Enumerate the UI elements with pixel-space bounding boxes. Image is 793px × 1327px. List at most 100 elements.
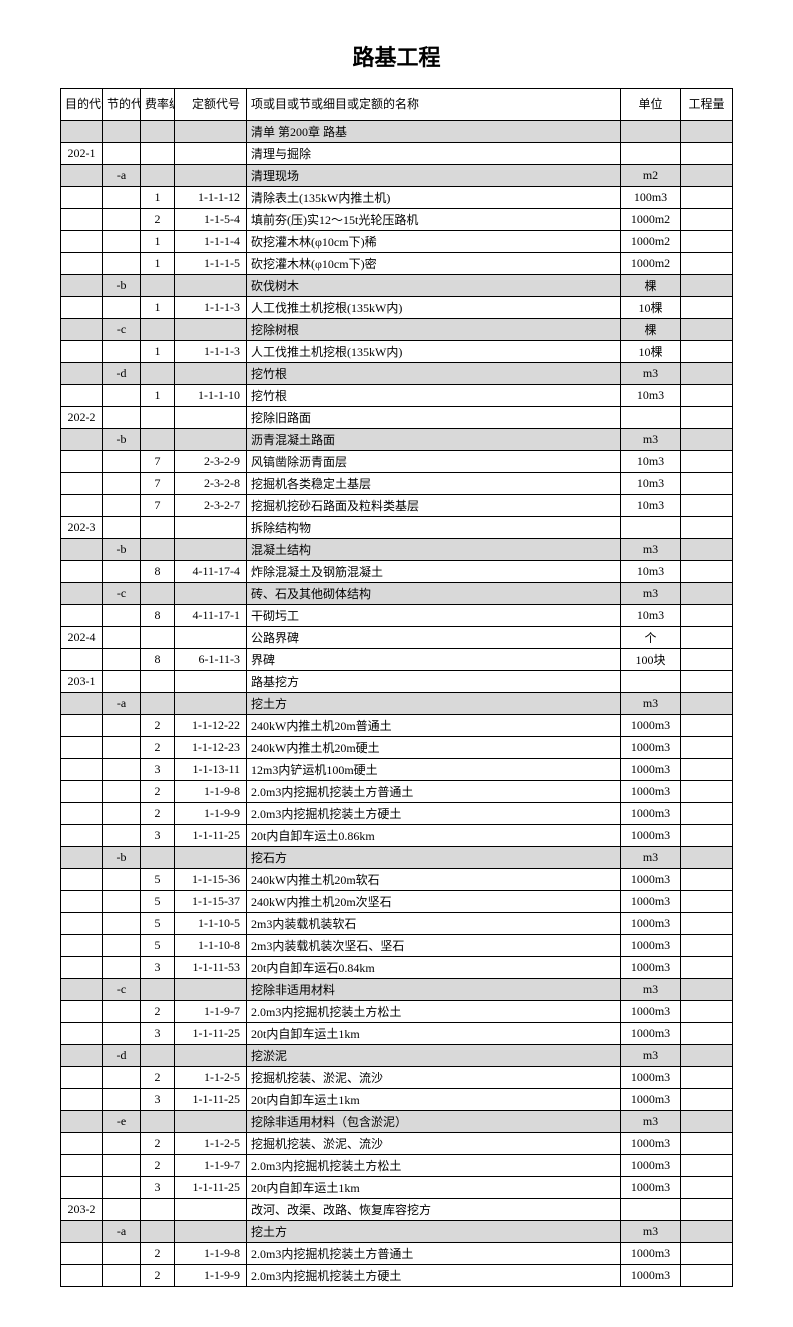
cell-unit: m3	[621, 693, 681, 715]
table-row: 11-1-1-12清除表土(135kW内推土机)100m3	[61, 187, 733, 209]
cell-mu: 202-2	[61, 407, 103, 429]
cell-ding	[175, 143, 247, 165]
cell-jie	[103, 781, 141, 803]
cell-mu	[61, 693, 103, 715]
cell-jie: -c	[103, 979, 141, 1001]
cell-mu	[61, 209, 103, 231]
cell-name: 界碑	[247, 649, 621, 671]
cell-jie	[103, 1023, 141, 1045]
cell-fei: 1	[141, 385, 175, 407]
cell-ding	[175, 1199, 247, 1221]
cell-name: 路基挖方	[247, 671, 621, 693]
cell-name: 2.0m3内挖掘机挖装土方松土	[247, 1001, 621, 1023]
cell-unit: m3	[621, 1045, 681, 1067]
cell-unit: 1000m3	[621, 869, 681, 891]
cell-unit: 1000m3	[621, 1023, 681, 1045]
cell-mu	[61, 319, 103, 341]
col-fei: 费率编号	[141, 89, 175, 121]
cell-qty	[681, 957, 733, 979]
cell-unit: 100m3	[621, 187, 681, 209]
cell-mu	[61, 847, 103, 869]
cell-fei: 2	[141, 1001, 175, 1023]
cell-mu	[61, 121, 103, 143]
cell-ding: 1-1-2-5	[175, 1067, 247, 1089]
cell-jie	[103, 869, 141, 891]
cell-mu	[61, 1067, 103, 1089]
cell-fei	[141, 429, 175, 451]
cell-mu	[61, 539, 103, 561]
table-row: 21-1-9-92.0m3内挖掘机挖装土方硬土1000m3	[61, 803, 733, 825]
cell-mu	[61, 253, 103, 275]
cell-qty	[681, 1199, 733, 1221]
cell-name: 20t内自卸车运土1km	[247, 1023, 621, 1045]
table-row: 31-1-11-5320t内自卸车运石0.84km1000m3	[61, 957, 733, 979]
table-row: 86-1-11-3界碑100块	[61, 649, 733, 671]
cell-name: 挖除非适用材料	[247, 979, 621, 1001]
cell-fei: 2	[141, 715, 175, 737]
cell-mu	[61, 187, 103, 209]
cell-fei	[141, 1045, 175, 1067]
cell-qty	[681, 539, 733, 561]
cell-fei: 1	[141, 253, 175, 275]
cell-unit: 1000m3	[621, 1133, 681, 1155]
table-row: -a挖土方m3	[61, 1221, 733, 1243]
cell-jie	[103, 913, 141, 935]
cell-name: 清单 第200章 路基	[247, 121, 621, 143]
cell-mu: 202-3	[61, 517, 103, 539]
cell-qty	[681, 693, 733, 715]
table-row: 21-1-2-5挖掘机挖装、淤泥、流沙1000m3	[61, 1067, 733, 1089]
cell-mu	[61, 1243, 103, 1265]
cell-fei: 8	[141, 649, 175, 671]
cell-mu	[61, 165, 103, 187]
cell-jie	[103, 121, 141, 143]
cell-ding: 1-1-9-7	[175, 1001, 247, 1023]
table-row: 31-1-11-2520t内自卸车运土0.86km1000m3	[61, 825, 733, 847]
cell-ding: 1-1-1-10	[175, 385, 247, 407]
cell-ding: 1-1-12-23	[175, 737, 247, 759]
cell-fei: 1	[141, 187, 175, 209]
cell-mu	[61, 913, 103, 935]
table-row: 51-1-15-37240kW内推土机20m次坚石1000m3	[61, 891, 733, 913]
table-row: 31-1-11-2520t内自卸车运土1km1000m3	[61, 1023, 733, 1045]
cell-fei	[141, 143, 175, 165]
cell-qty	[681, 649, 733, 671]
cell-fei	[141, 1221, 175, 1243]
cell-jie	[103, 561, 141, 583]
cell-unit: 1000m3	[621, 1001, 681, 1023]
cell-qty	[681, 561, 733, 583]
cell-qty	[681, 913, 733, 935]
cell-name: 20t内自卸车运土1km	[247, 1177, 621, 1199]
cell-mu	[61, 1001, 103, 1023]
cell-jie	[103, 671, 141, 693]
cell-name: 2m3内装载机装次坚石、坚石	[247, 935, 621, 957]
cell-mu	[61, 1177, 103, 1199]
cell-fei: 2	[141, 781, 175, 803]
table-row: 84-11-17-1干砌圬工10m3	[61, 605, 733, 627]
cell-qty	[681, 451, 733, 473]
cell-jie	[103, 1265, 141, 1287]
cell-unit	[621, 143, 681, 165]
cell-unit: 1000m3	[621, 1155, 681, 1177]
cell-ding: 1-1-12-22	[175, 715, 247, 737]
cell-qty	[681, 935, 733, 957]
col-jie: 节的代号	[103, 89, 141, 121]
table-row: 21-1-9-72.0m3内挖掘机挖装土方松土1000m3	[61, 1001, 733, 1023]
cell-fei	[141, 319, 175, 341]
col-unit: 单位	[621, 89, 681, 121]
cell-ding	[175, 363, 247, 385]
cell-name: 挖掘机各类稳定土基层	[247, 473, 621, 495]
cell-unit: 10m3	[621, 385, 681, 407]
cell-jie	[103, 143, 141, 165]
cell-qty	[681, 825, 733, 847]
cell-qty	[681, 737, 733, 759]
cell-unit: 1000m3	[621, 1243, 681, 1265]
cell-qty	[681, 385, 733, 407]
cell-mu	[61, 561, 103, 583]
cell-name: 挖掘机挖装、淤泥、流沙	[247, 1133, 621, 1155]
header-row: 目的代号 节的代号 费率编号 定额代号 项或目或节或细目或定额的名称 单位 工程…	[61, 89, 733, 121]
cell-jie: -d	[103, 363, 141, 385]
table-body: 清单 第200章 路基202-1清理与掘除-a清理现场m211-1-1-12清除…	[61, 121, 733, 1287]
cell-qty	[681, 231, 733, 253]
cell-name: 挖除树根	[247, 319, 621, 341]
cell-qty	[681, 715, 733, 737]
